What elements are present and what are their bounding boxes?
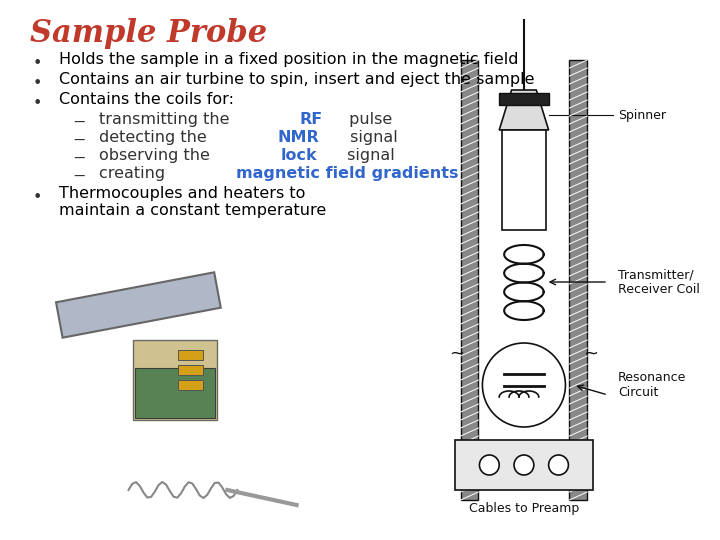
Text: observing the: observing the — [99, 148, 215, 163]
Bar — [178, 350, 202, 360]
Bar — [178, 365, 202, 375]
Text: Sample Probe: Sample Probe — [30, 18, 267, 49]
Text: •: • — [33, 56, 42, 71]
Circle shape — [482, 343, 565, 427]
Bar — [178, 380, 202, 390]
Bar — [502, 130, 546, 230]
Text: signal: signal — [345, 130, 397, 145]
Text: detecting the: detecting the — [99, 130, 212, 145]
Polygon shape — [499, 90, 549, 130]
Text: pulse: pulse — [344, 112, 392, 127]
Circle shape — [480, 455, 499, 475]
Text: −: − — [73, 115, 86, 130]
Bar — [461, 60, 479, 500]
Text: Spinner: Spinner — [618, 109, 666, 122]
Text: Contains an air turbine to spin, insert and eject the sample: Contains an air turbine to spin, insert … — [59, 72, 535, 87]
Circle shape — [514, 455, 534, 475]
Text: −: − — [73, 169, 86, 184]
Text: RF: RF — [300, 112, 323, 127]
Text: Holds the sample in a fixed position in the magnetic field: Holds the sample in a fixed position in … — [59, 52, 519, 67]
Text: Cables to Preamp: Cables to Preamp — [469, 502, 579, 515]
Text: creating: creating — [99, 166, 170, 181]
Bar — [570, 60, 588, 500]
Text: signal: signal — [343, 148, 395, 163]
Text: Resonance
Circuit: Resonance Circuit — [618, 371, 686, 399]
Text: Thermocouples and heaters to
maintain a constant temperature: Thermocouples and heaters to maintain a … — [59, 186, 327, 218]
Text: Transmitter/
Receiver Coil: Transmitter/ Receiver Coil — [618, 268, 700, 296]
Text: NMR: NMR — [277, 130, 319, 145]
Text: −: − — [73, 151, 86, 166]
Bar — [133, 340, 217, 420]
Text: ~: ~ — [449, 345, 464, 363]
Text: •: • — [33, 190, 42, 205]
Text: Contains the coils for:: Contains the coils for: — [59, 92, 234, 107]
Text: lock: lock — [280, 148, 317, 163]
Circle shape — [549, 455, 568, 475]
Bar — [455, 440, 593, 490]
Text: •: • — [33, 96, 42, 111]
Text: transmitting the: transmitting the — [99, 112, 235, 127]
Polygon shape — [56, 272, 221, 338]
Text: •: • — [33, 76, 42, 91]
Bar — [135, 368, 215, 418]
Text: −: − — [73, 133, 86, 148]
Text: ~: ~ — [583, 345, 598, 363]
Text: magnetic field gradients: magnetic field gradients — [236, 166, 459, 181]
Bar — [499, 93, 549, 105]
